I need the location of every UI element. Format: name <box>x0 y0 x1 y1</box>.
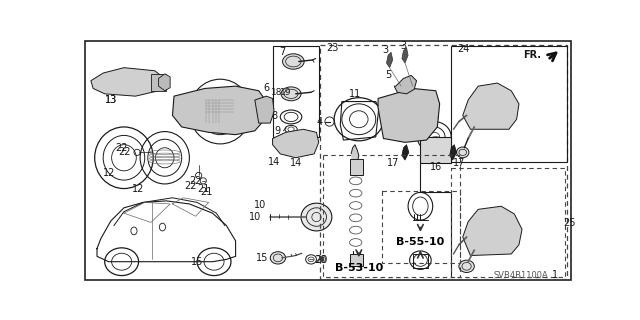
Text: 14: 14 <box>268 156 280 167</box>
Bar <box>349 158 364 175</box>
Text: 17: 17 <box>452 158 465 168</box>
Text: 14: 14 <box>289 158 302 168</box>
Polygon shape <box>172 86 266 135</box>
Text: FR.: FR. <box>524 50 541 60</box>
Polygon shape <box>463 206 522 256</box>
Text: 11: 11 <box>349 89 361 99</box>
Polygon shape <box>273 129 319 158</box>
Ellipse shape <box>283 54 304 69</box>
Polygon shape <box>91 68 164 96</box>
Bar <box>151 74 166 91</box>
Text: 15: 15 <box>255 253 268 263</box>
Text: 22: 22 <box>189 176 202 186</box>
Text: 17: 17 <box>387 158 399 168</box>
Text: 25: 25 <box>564 218 576 228</box>
Text: SVB4B1100A: SVB4B1100A <box>493 271 548 280</box>
Text: 22: 22 <box>184 181 197 191</box>
Polygon shape <box>159 74 170 91</box>
Text: B-53-10: B-53-10 <box>335 263 383 273</box>
Text: 22: 22 <box>118 147 131 157</box>
Text: 3: 3 <box>401 41 406 51</box>
Text: 22: 22 <box>115 143 128 153</box>
Bar <box>413 254 428 268</box>
Text: 7: 7 <box>280 47 285 57</box>
Text: 19: 19 <box>280 88 291 97</box>
Text: 10: 10 <box>249 212 261 222</box>
Text: 23: 23 <box>326 43 339 52</box>
Bar <box>451 46 566 162</box>
Text: 13: 13 <box>105 95 117 105</box>
Text: 20: 20 <box>316 255 328 265</box>
Text: 5: 5 <box>385 70 391 80</box>
Text: 20: 20 <box>314 255 326 265</box>
Bar <box>382 191 460 263</box>
Bar <box>320 44 566 279</box>
Text: 21: 21 <box>197 184 209 194</box>
Ellipse shape <box>459 260 474 273</box>
Text: 3: 3 <box>383 45 389 55</box>
Text: 15: 15 <box>191 257 204 267</box>
Ellipse shape <box>281 87 301 101</box>
Text: 12: 12 <box>132 184 145 194</box>
Polygon shape <box>255 96 274 123</box>
Text: 10: 10 <box>254 200 266 210</box>
Polygon shape <box>387 52 393 68</box>
Text: 1: 1 <box>552 270 558 280</box>
Polygon shape <box>463 83 519 129</box>
Polygon shape <box>450 145 456 160</box>
Bar <box>349 254 364 266</box>
Ellipse shape <box>270 252 285 264</box>
Text: 6: 6 <box>263 84 269 93</box>
Ellipse shape <box>456 147 469 158</box>
Bar <box>323 156 460 277</box>
Text: 16: 16 <box>429 162 442 172</box>
Bar <box>451 168 565 277</box>
Text: 24: 24 <box>458 44 470 54</box>
Ellipse shape <box>301 203 332 231</box>
Text: B-55-10: B-55-10 <box>396 237 445 247</box>
Text: 18: 18 <box>271 88 282 97</box>
Text: 12: 12 <box>103 168 115 178</box>
Text: 8: 8 <box>271 111 277 121</box>
Text: 21: 21 <box>200 188 212 197</box>
Polygon shape <box>394 75 417 94</box>
Bar <box>273 46 319 137</box>
Text: 13: 13 <box>105 95 117 105</box>
Polygon shape <box>402 48 408 63</box>
Polygon shape <box>351 145 359 173</box>
Polygon shape <box>402 145 409 160</box>
Polygon shape <box>378 88 440 142</box>
Text: 9: 9 <box>274 126 280 136</box>
Text: 4: 4 <box>317 116 323 126</box>
Bar <box>420 137 451 163</box>
